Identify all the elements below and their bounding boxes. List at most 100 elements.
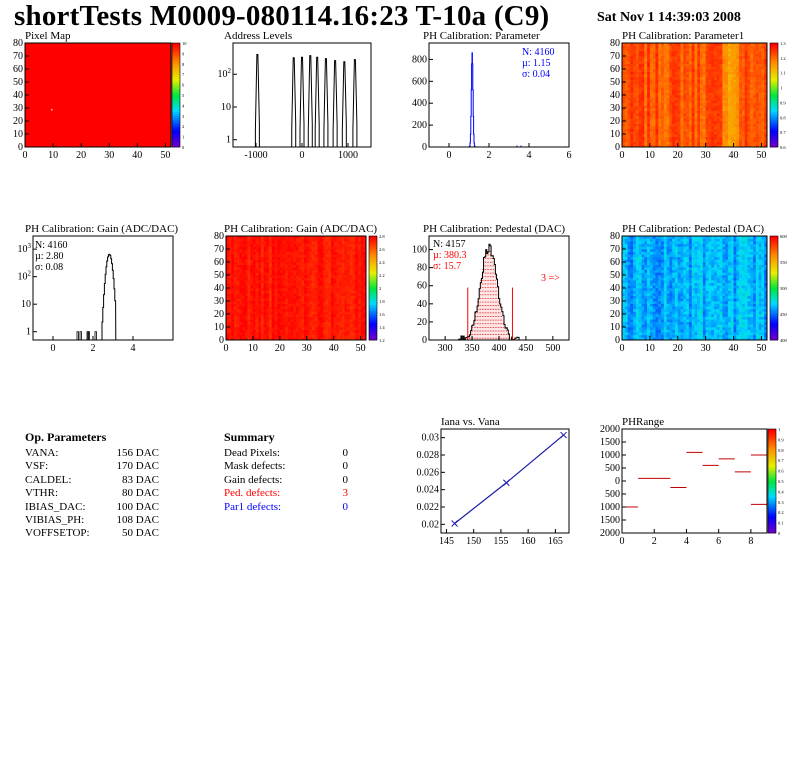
heatmap-cell: [686, 139, 690, 143]
heatmap-cell: [266, 321, 270, 325]
heatmap-cell: [242, 314, 246, 317]
heatmap-cell: [644, 43, 648, 46]
heatmap-cell: [702, 108, 706, 111]
heatmap-cell: [263, 280, 267, 284]
heatmap-cell: [352, 337, 356, 341]
heatmap-cell: [700, 76, 704, 80]
x-tick-label: 30: [701, 150, 711, 160]
heatmap-cell: [252, 298, 256, 302]
heatmap-cell: [339, 277, 343, 281]
heatmap-cell: [711, 89, 715, 93]
heatmap-cell: [279, 285, 283, 289]
fill-dot: [481, 294, 483, 296]
heatmap-cell: [677, 121, 681, 124]
heatmap-cell: [730, 56, 734, 59]
heatmap-cell: [255, 249, 259, 252]
heatmap-cell: [622, 319, 626, 323]
palette-tick-label: 2.4: [379, 260, 385, 265]
heatmap-cell: [641, 92, 645, 96]
heatmap-cell: [261, 280, 264, 284]
heatmap-cell: [309, 267, 313, 271]
fill-dot: [477, 312, 478, 314]
heatmap-cell: [700, 61, 704, 65]
heatmap-cell: [304, 316, 308, 320]
heatmap-cell: [622, 324, 626, 328]
heatmap-cell: [255, 303, 259, 307]
heatmap-cell: [702, 136, 706, 140]
palette-cell: [172, 90, 180, 94]
heatmap-cell: [239, 238, 243, 242]
heatmap-cell: [722, 126, 726, 130]
heatmap-cell: [633, 66, 637, 70]
heatmap-cell: [739, 108, 743, 111]
palette-cell: [369, 250, 377, 254]
fill-dot: [488, 330, 490, 332]
heatmap-cell: [730, 58, 734, 62]
heatmap-cell: [228, 288, 232, 291]
heatmap-cell: [306, 303, 310, 307]
heatmap-cell: [635, 136, 640, 140]
heatmap-cell: [333, 288, 337, 291]
heatmap-cell: [694, 139, 698, 143]
heatmap-cell: [652, 113, 656, 117]
fill-dot: [477, 330, 478, 332]
heatmap-cell: [293, 290, 297, 294]
heatmap-cell: [339, 238, 343, 242]
heatmap-cell: [764, 102, 768, 106]
heatmap-cell: [750, 71, 754, 75]
heatmap-cell: [716, 126, 720, 130]
heatmap-cell: [341, 243, 345, 247]
heatmap-cell: [250, 259, 254, 263]
heatmap-cell: [269, 321, 273, 325]
panel-title: Pixel Map: [25, 30, 71, 42]
heatmap-cell: [722, 102, 726, 106]
heatmap-cell: [317, 288, 321, 291]
heatmap-cell: [325, 334, 329, 338]
heatmap-cell: [328, 272, 332, 276]
heatmap-cell: [325, 285, 329, 289]
heatmap-cell: [702, 139, 706, 143]
heatmap-cell: [638, 43, 642, 46]
heatmap-cell: [258, 236, 262, 239]
heatmap-cell: [622, 249, 626, 252]
heatmap-cell: [688, 110, 693, 114]
heatmap-cell: [661, 45, 665, 49]
heatmap-cell: [739, 136, 743, 140]
fill-dot: [485, 337, 486, 339]
heatmap-cell: [317, 269, 321, 273]
heatmap-cell: [641, 58, 645, 62]
heatmap-cell: [747, 126, 751, 130]
heatmap-cell: [228, 275, 232, 278]
heatmap-cell: [761, 43, 765, 46]
palette-cell: [369, 325, 377, 328]
heatmap-cell: [322, 334, 326, 338]
heatmap-cell: [290, 264, 294, 268]
heatmap-cell: [644, 69, 648, 72]
heatmap-cell: [296, 256, 299, 260]
heatmap-cell: [341, 264, 345, 268]
heatmap-cell: [652, 108, 656, 111]
x-tick-label: 350: [465, 343, 480, 353]
heatmap-cell: [644, 136, 648, 140]
heatmap-cell: [242, 303, 246, 307]
heatmap-cell: [666, 63, 670, 67]
heatmap-cell: [282, 295, 286, 299]
heatmap-cell: [266, 298, 270, 302]
fill-dot: [506, 330, 507, 332]
heatmap-cell: [336, 290, 340, 294]
heatmap-cell: [641, 45, 645, 49]
heatmap-cell: [666, 105, 670, 109]
heatmap-cell: [247, 285, 251, 289]
heatmap-cell: [355, 256, 359, 260]
heatmap-cell: [624, 123, 628, 127]
heatmap-cell: [296, 306, 299, 310]
heatmap-cell: [705, 128, 709, 132]
fill-dot: [491, 326, 493, 328]
heatmap-cell: [719, 105, 723, 109]
fill-dot: [486, 265, 488, 267]
heatmap-cell: [263, 324, 267, 328]
y-tick-label: 10: [13, 129, 23, 140]
heatmap-cell: [758, 87, 762, 91]
heatmap-cell: [755, 48, 759, 52]
heatmap-cell: [255, 285, 259, 289]
